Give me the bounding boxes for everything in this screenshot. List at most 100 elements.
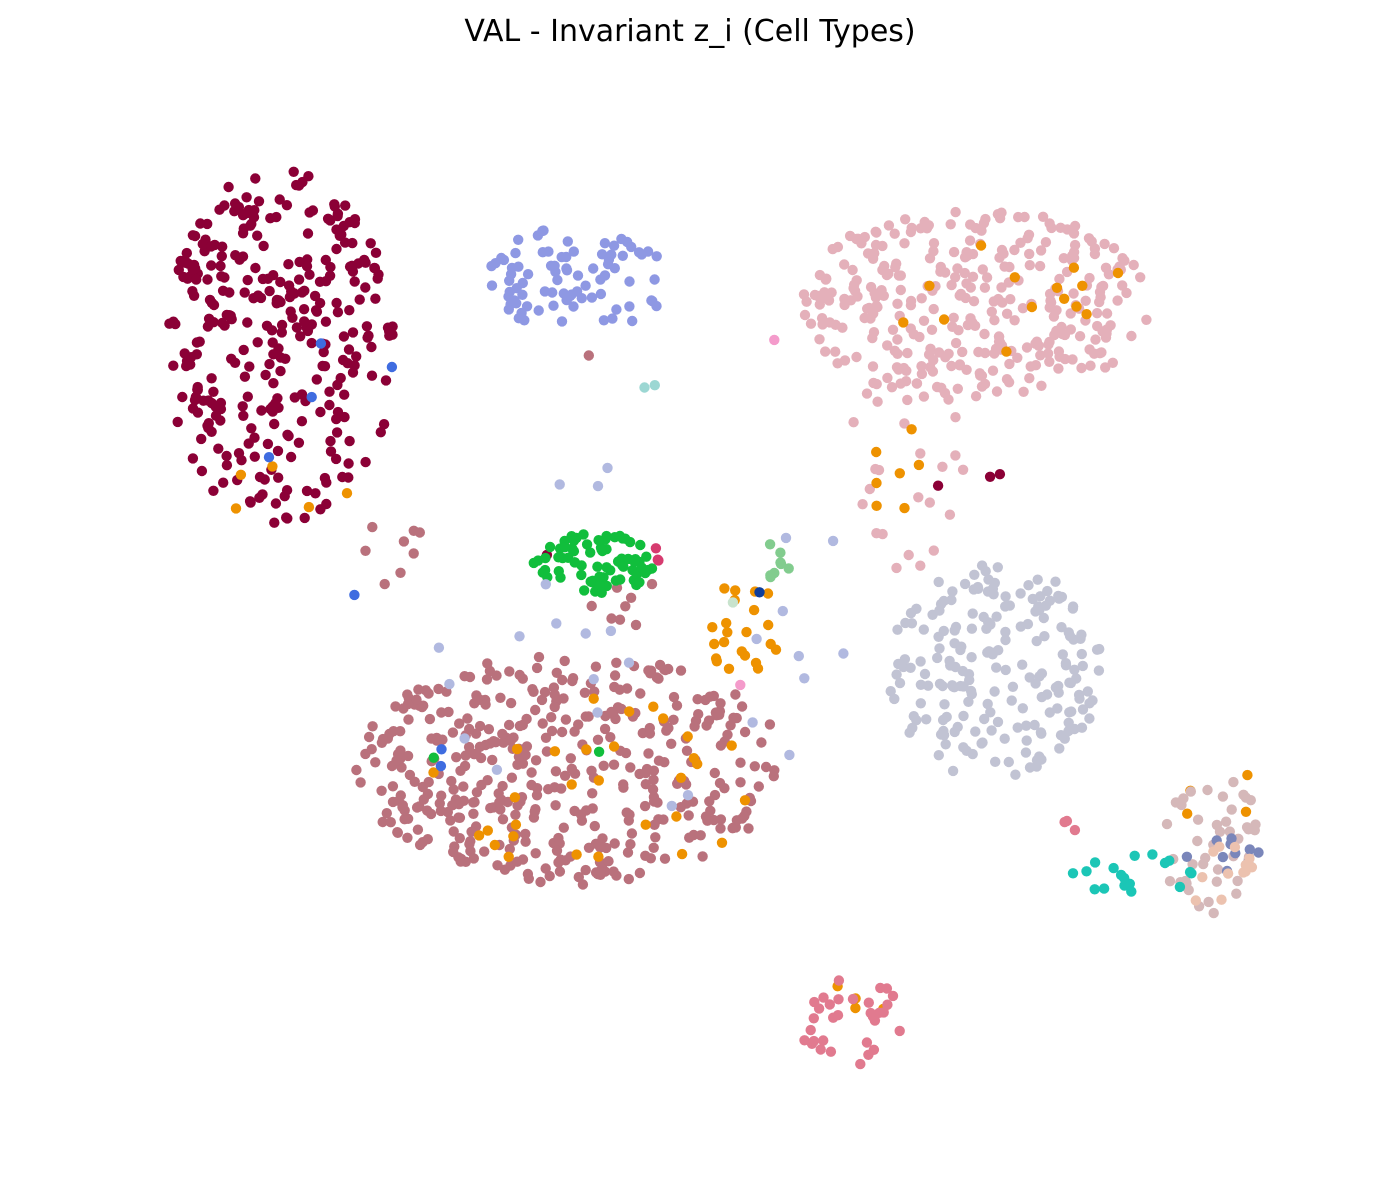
scatter-point [285,451,297,463]
scatter-point [552,274,563,286]
scatter-point [280,353,291,364]
scatter-point [837,322,848,333]
scatter-point [859,312,870,324]
scatter-point [716,837,728,848]
scatter-point [526,767,537,778]
scatter-point [557,674,568,686]
scatter-point [970,391,982,402]
scatter-point [293,274,305,285]
scatter-point [276,319,288,331]
scatter-point [1220,816,1232,827]
scatter-point [1051,282,1063,293]
scatter-point [902,347,913,359]
scatter-point [769,334,780,346]
scatter-point [957,464,969,475]
scatter-point [865,1007,876,1019]
scatter-point [1054,351,1065,362]
scatter-point [480,699,491,710]
scatter-point [1084,698,1095,709]
scatter-point [916,293,927,304]
scatter-point [955,644,966,656]
scatter-point [392,827,403,838]
scatter-point [1030,606,1041,617]
scatter-point [990,756,1001,767]
scatter-point [649,274,660,285]
scatter-point [719,783,730,794]
scatter-point [344,435,355,447]
scatter-point [1065,308,1076,319]
scatter-point [571,849,582,860]
scatter-point [945,219,956,230]
scatter-point [221,450,232,462]
scatter-point [1001,374,1013,385]
scatter-point [1035,727,1047,738]
scatter-point [489,839,500,851]
scatter-point [347,327,359,338]
scatter-point [702,815,713,826]
scatter-point [715,823,726,834]
scatter-point [360,456,371,468]
scatter-point [710,653,722,664]
scatter-point [1112,295,1123,306]
scatter-point [982,698,993,710]
scatter-point [424,713,436,725]
scatter-point [911,715,922,726]
scatter-point [640,819,651,830]
scatter-point [324,386,335,397]
scatter-point [573,719,584,730]
scatter-point [510,247,521,259]
scatter-point [814,269,826,281]
scatter-point [546,712,557,723]
scatter-point [609,670,621,681]
scatter-point [387,781,399,792]
scatter-point [385,817,396,828]
scatter-point [551,618,562,629]
scatter-point [899,502,910,514]
scatter-point [1020,747,1032,758]
scatter-point [722,627,733,638]
scatter-point [863,997,874,1008]
scatter-point [512,800,523,811]
scatter-point [952,263,963,274]
scatter-point [950,412,961,423]
scatter-point [715,740,727,751]
scatter-point [1222,868,1234,879]
scatter-point [187,230,199,241]
scatter-point [1164,876,1176,887]
scatter-point [553,832,564,844]
scatter-point [325,446,337,457]
scatter-point [855,1058,866,1070]
scatter-point [938,625,949,637]
scatter-point [459,671,470,682]
scatter-point [1245,795,1257,806]
scatter-point [765,570,776,581]
scatter-point [260,369,271,381]
scatter-point [1174,881,1186,893]
scatter-point [769,765,780,776]
scatter-point [976,560,988,571]
scatter-point [1198,858,1209,870]
scatter-point [436,707,447,718]
scatter-point [540,579,551,590]
scatter-point [832,358,843,369]
scatter-point [202,218,213,230]
scatter-point [587,803,598,814]
scatter-point [985,707,996,718]
scatter-point [890,262,901,273]
scatter-point [409,776,420,787]
scatter-point [179,257,191,268]
scatter-point [546,725,558,737]
scatter-point [1064,707,1075,718]
scatter-point [871,528,882,539]
scatter-point [272,445,284,457]
scatter-point [1161,818,1173,830]
scatter-point [1147,849,1158,860]
scatter-point [293,180,305,191]
scatter-point [464,838,475,850]
scatter-point [447,727,459,738]
scatter-point [592,480,604,492]
scatter-point [202,321,214,332]
scatter-point [1117,280,1128,291]
scatter-point [1076,648,1088,660]
scatter-point [435,805,447,817]
